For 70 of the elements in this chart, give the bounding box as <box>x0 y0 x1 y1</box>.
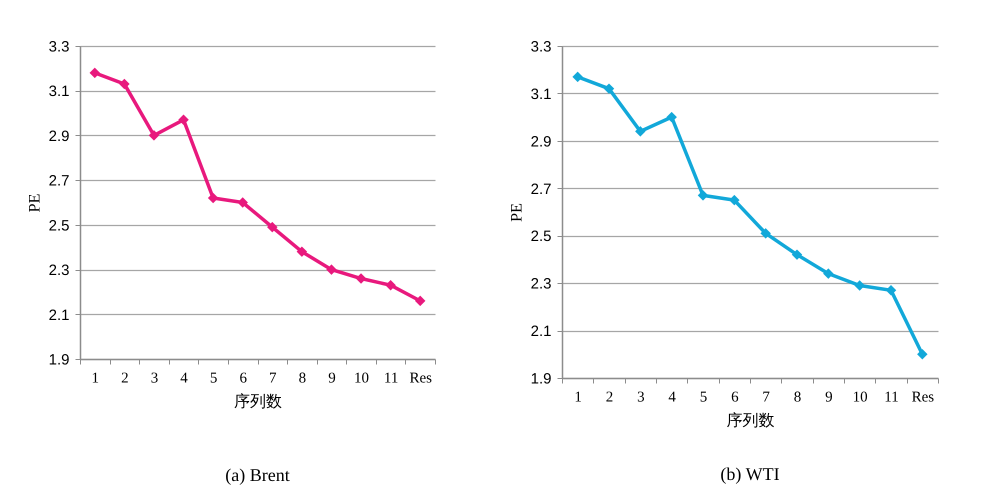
point <box>90 68 100 78</box>
point <box>666 112 677 122</box>
x-tick-label: 8 <box>298 370 306 386</box>
x-tick-label: 4 <box>668 390 676 406</box>
point <box>886 285 896 296</box>
point <box>267 222 278 232</box>
point <box>148 130 160 141</box>
x-axis-title: 序列数 <box>726 412 774 430</box>
x-tick-label: 3 <box>150 370 158 386</box>
y-tick-label: 2.5 <box>530 228 552 246</box>
point <box>823 268 834 279</box>
y-tick-label: 3.3 <box>48 38 70 56</box>
x-tick-label: 2 <box>606 390 614 406</box>
point <box>604 83 614 94</box>
y-tick-label: 2.1 <box>48 306 70 324</box>
x-tick-label: 9 <box>328 370 336 386</box>
x-tick-label: 9 <box>825 390 833 406</box>
x-tick-label: 1 <box>92 370 100 386</box>
x-tick-label: 8 <box>794 390 802 406</box>
point <box>356 273 366 284</box>
point <box>572 72 583 82</box>
point <box>729 194 740 206</box>
point <box>237 197 248 208</box>
point <box>917 349 928 360</box>
x-tick-label: Res <box>912 390 934 406</box>
x-tick-label: Res <box>409 370 432 386</box>
x-tick-label: 1 <box>574 390 582 406</box>
point <box>698 190 708 201</box>
point <box>854 280 865 291</box>
y-tick-label: 1.9 <box>530 370 552 388</box>
point <box>208 192 218 204</box>
point <box>326 264 337 275</box>
x-tick-label: 4 <box>180 370 188 386</box>
y-tick-label: 1.9 <box>48 352 70 368</box>
point <box>414 296 426 306</box>
y-tick-label: 3.1 <box>48 83 70 100</box>
x-tick-label: 3 <box>637 390 645 406</box>
y-tick-label: 2.9 <box>48 128 70 145</box>
point <box>178 114 189 126</box>
x-tick-label: 5 <box>700 390 708 406</box>
y-tick-label: 2.5 <box>48 217 70 234</box>
y-tick-label: 2.7 <box>530 180 552 198</box>
y-tick-label: 2.1 <box>530 323 552 340</box>
point <box>385 280 396 290</box>
x-tick-label: 5 <box>210 370 218 386</box>
x-tick-label: 10 <box>852 390 868 406</box>
y-tick-label: 3.3 <box>530 38 552 56</box>
point <box>296 246 308 257</box>
y-axis-title: PE <box>26 194 44 212</box>
y-tick-label: 2.3 <box>48 262 70 280</box>
text: (a) Brent <box>225 465 290 485</box>
y-axis-title: PE <box>508 203 526 222</box>
point <box>792 249 802 260</box>
y-tick-label: 2.9 <box>530 133 552 150</box>
y-tick-label: 2.7 <box>48 172 70 190</box>
text: (b) WTI <box>720 464 780 484</box>
y-tick-label: 2.3 <box>530 276 552 293</box>
point <box>760 228 771 239</box>
point <box>635 126 646 137</box>
x-tick-label: 6 <box>731 390 740 406</box>
point <box>119 78 130 90</box>
x-tick-label: 6 <box>239 370 248 386</box>
x-tick-label: 11 <box>384 370 398 386</box>
x-tick-label: 7 <box>762 390 770 406</box>
y-tick-label: 3.1 <box>530 86 552 103</box>
x-tick-label: 10 <box>354 370 370 386</box>
x-tick-label: 11 <box>884 390 899 406</box>
x-tick-label: 2 <box>121 370 129 386</box>
x-axis-title: 序列数 <box>234 392 282 410</box>
x-tick-label: 7 <box>269 370 278 386</box>
